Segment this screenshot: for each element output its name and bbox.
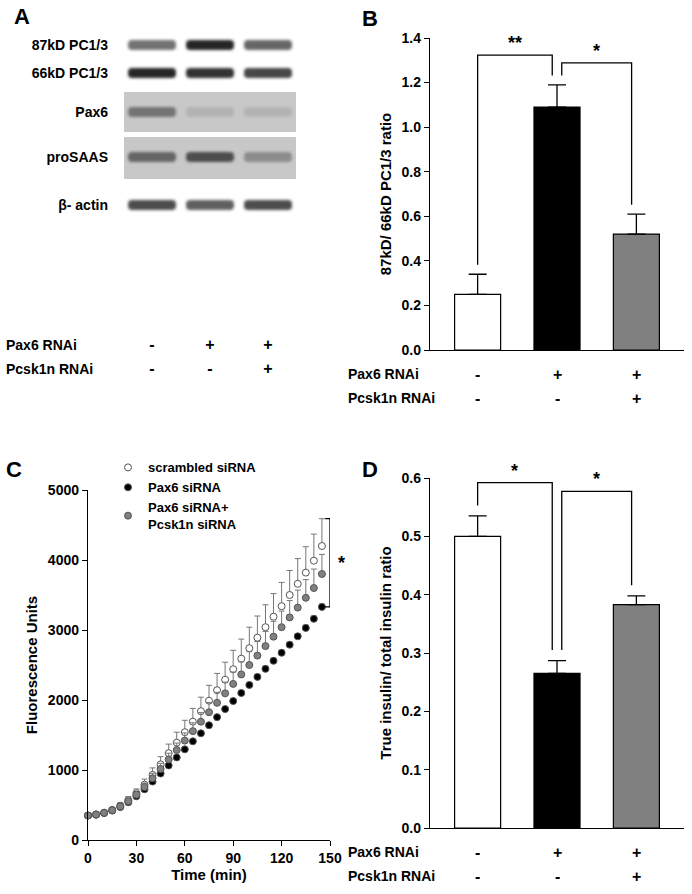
svg-text:0.3: 0.3 [402,645,422,661]
svg-text:90: 90 [225,850,241,866]
svg-text:87kD PC1/3: 87kD PC1/3 [32,37,108,53]
svg-text:proSAAS: proSAAS [47,149,108,165]
svg-text:scrambled siRNA: scrambled siRNA [148,460,256,475]
svg-text:-: - [149,336,154,353]
svg-text:Pcsk1n RNAi: Pcsk1n RNAi [6,361,93,377]
svg-text:5000: 5000 [48,482,79,498]
svg-text:1.2: 1.2 [402,74,422,90]
svg-text:3000: 3000 [48,622,79,638]
svg-text:0: 0 [71,832,79,848]
svg-text:60: 60 [177,850,193,866]
svg-text:Pax6 RNAi: Pax6 RNAi [6,337,77,353]
svg-text:D: D [362,457,378,482]
svg-text:*: * [593,469,600,489]
svg-text:0.6: 0.6 [402,208,422,224]
svg-text:+: + [205,336,214,353]
svg-text:30: 30 [129,850,145,866]
svg-text:120: 120 [270,850,294,866]
svg-text:Time (min): Time (min) [171,866,247,883]
svg-text:Pax6 RNAi: Pax6 RNAi [348,366,419,382]
svg-text:-: - [475,366,480,383]
svg-text:+: + [263,360,272,377]
svg-text:True insulin/ total insulin ra: True insulin/ total insulin ratio [377,546,394,759]
svg-text:Pax6 siRNA: Pax6 siRNA [148,480,222,495]
svg-text:-: - [555,868,560,885]
svg-text:+: + [553,366,562,383]
svg-text:+: + [632,868,641,885]
svg-text:A: A [14,4,30,29]
svg-text:+: + [263,336,272,353]
svg-text:-: - [149,360,154,377]
svg-text:*: * [511,461,518,481]
svg-text:66kD PC1/3: 66kD PC1/3 [32,65,108,81]
svg-text:0.1: 0.1 [402,762,422,778]
svg-text:Fluorescence Units: Fluorescence Units [23,596,40,734]
svg-text:87kD/ 66kD PC1/3 ratio: 87kD/ 66kD PC1/3 ratio [377,113,394,276]
svg-text:-: - [475,844,480,861]
svg-text:**: ** [508,33,522,53]
svg-text:Pax6 RNAi: Pax6 RNAi [348,844,419,860]
svg-text:0.2: 0.2 [402,297,422,313]
svg-text:+: + [553,844,562,861]
svg-text:C: C [6,457,22,482]
svg-text:-: - [475,868,480,885]
svg-text:0.0: 0.0 [402,820,422,836]
svg-text:Pax6: Pax6 [75,104,108,120]
svg-text:β- actin: β- actin [58,197,108,213]
svg-text:4000: 4000 [48,552,79,568]
svg-text:Pcsk1n RNAi: Pcsk1n RNAi [348,390,435,406]
svg-text:-: - [207,360,212,377]
svg-text:0.4: 0.4 [402,587,422,603]
svg-text:+: + [632,390,641,407]
svg-text:0.4: 0.4 [402,253,422,269]
svg-text:-: - [555,390,560,407]
svg-text:-: - [475,390,480,407]
svg-text:Pax6 siRNA+Pcsk1n siRNA: Pax6 siRNA+Pcsk1n siRNA [148,500,237,532]
svg-text:0.0: 0.0 [402,342,422,358]
svg-text:0.5: 0.5 [402,528,422,544]
svg-text:*: * [593,41,600,61]
svg-text:+: + [632,844,641,861]
svg-text:Pcsk1n RNAi: Pcsk1n RNAi [348,868,435,884]
svg-text:2000: 2000 [48,692,79,708]
svg-text:0.6: 0.6 [402,470,422,486]
svg-text:0.8: 0.8 [402,164,422,180]
svg-text:1.0: 1.0 [402,119,422,135]
svg-text:B: B [362,6,378,31]
svg-text:0.2: 0.2 [402,703,422,719]
svg-text:0: 0 [84,850,92,866]
svg-text:1.4: 1.4 [402,30,422,46]
svg-text:150: 150 [318,850,342,866]
svg-text:1000: 1000 [48,762,79,778]
svg-text:*: * [338,553,345,573]
svg-text:+: + [632,366,641,383]
